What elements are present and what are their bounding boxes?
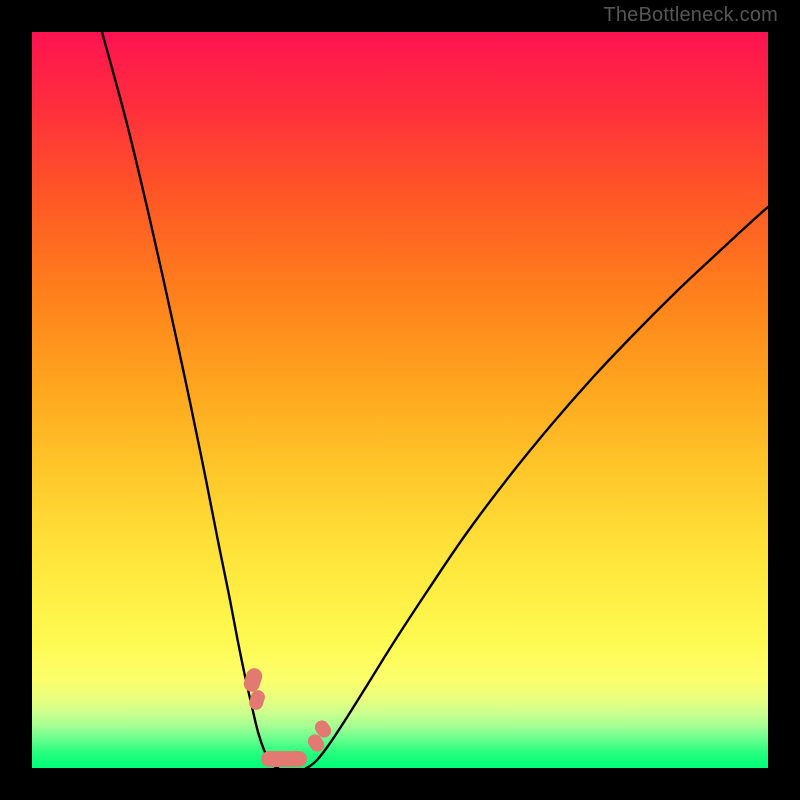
chart-root: TheBottleneck.com	[0, 0, 800, 800]
marker-layer	[32, 32, 768, 768]
highlight-marker-0	[242, 666, 265, 694]
watermark-text: TheBottleneck.com	[603, 4, 778, 27]
highlight-marker-2	[261, 751, 307, 767]
plot-area	[32, 32, 768, 768]
